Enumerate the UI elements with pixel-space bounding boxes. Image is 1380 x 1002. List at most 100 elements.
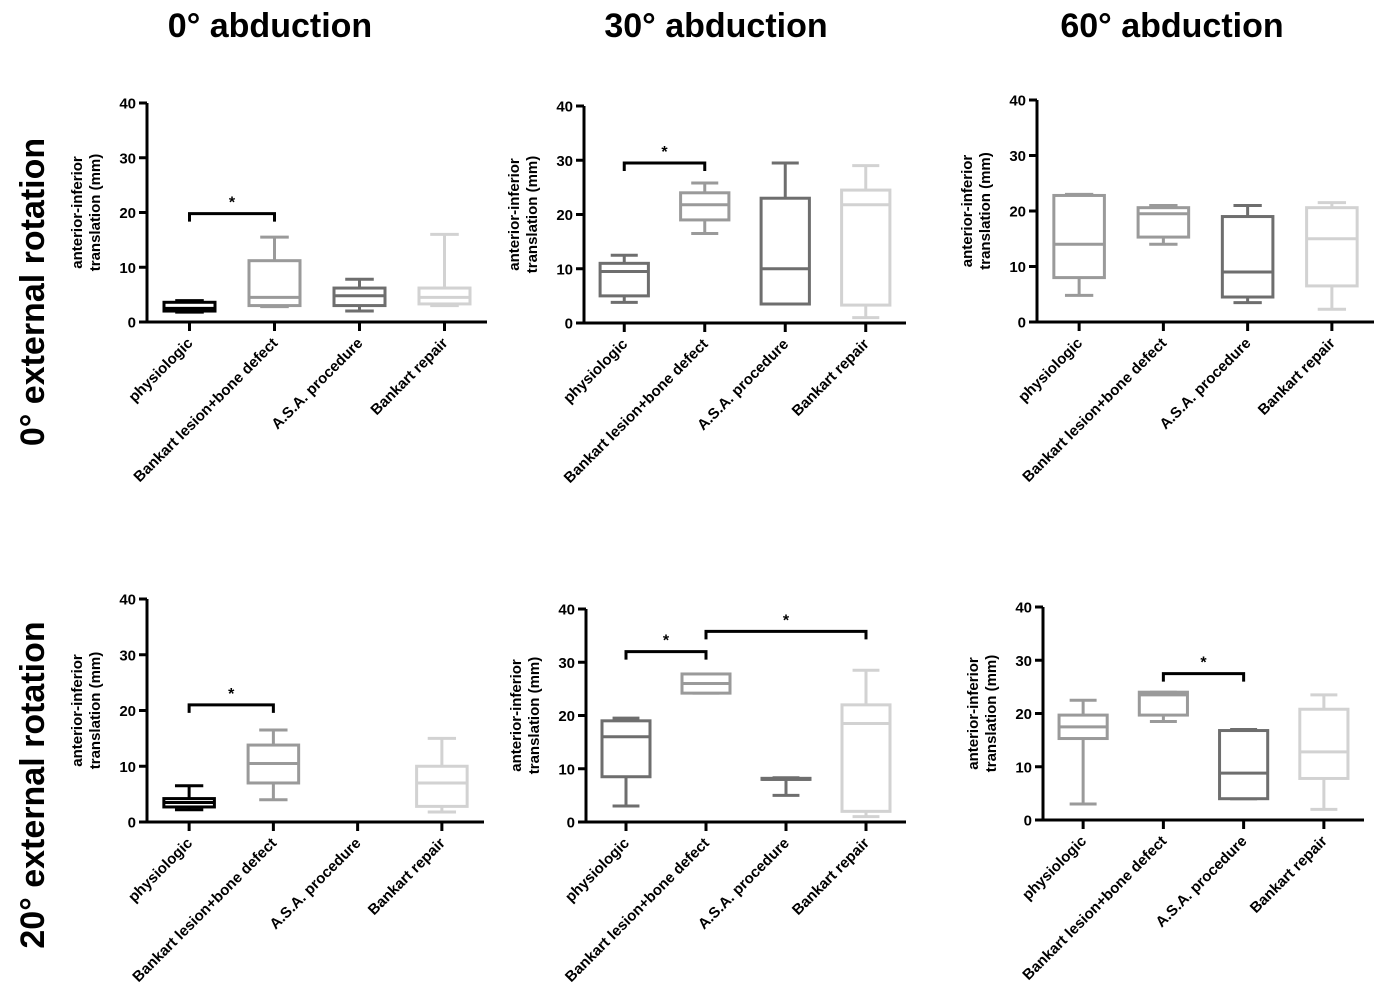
significance-marker: * [783,612,790,629]
significance-marker: * [661,144,668,161]
box-iqr [840,188,892,307]
y-tick-label: 20 [1009,204,1026,221]
row-title-0: 0° external rotation [14,138,52,446]
y-tick-label: 40 [119,592,136,609]
y-axis-label-line: anterior-inferior [959,155,976,268]
y-tick-label: 30 [119,647,136,664]
y-tick-label: 30 [119,150,136,167]
x-tick-label: Bankart lesion+bone defect [130,335,281,486]
box-iqr [679,191,731,222]
box-plot [680,672,732,695]
y-tick-label: 10 [119,260,136,277]
y-axis-label-line: translation (mm) [977,152,994,270]
significance-marker: * [228,686,235,703]
box-plot [417,232,472,308]
box-iqr [1220,215,1275,299]
x-tick-label: Bankart repair [789,336,873,420]
y-tick-label: 40 [1009,93,1026,110]
y-tick-label: 40 [556,99,573,116]
y-tick-label: 30 [1009,148,1026,165]
y-axis-label-line: translation (mm) [983,655,1000,773]
box-plot [840,668,892,819]
x-tick-label: physiologic [562,835,633,906]
box-iqr [600,719,652,779]
box-plot [1137,690,1189,723]
y-tick-label: 20 [558,708,575,725]
y-axis-label-line: translation (mm) [87,154,104,272]
panel-1-0: 0 10 20 30 40 anterior-inferiortranslation (m… [69,592,484,986]
box-plot [246,728,301,802]
y-tick-label: 0 [128,815,136,832]
y-axis-label-line: anterior-inferior [506,158,523,271]
x-tick-label: Bankart lesion+bone defect [562,835,713,986]
x-tick-label: Bankart repair [1247,833,1331,917]
box-iqr [415,764,469,808]
box-plot [1218,727,1270,801]
x-tick-label: Bankart lesion+bone defect [1019,335,1170,486]
y-tick-label: 0 [565,316,573,333]
x-tick-label: A.S.A. procedure [268,335,366,433]
y-tick-label: 10 [1009,259,1026,276]
y-tick-label: 40 [119,96,136,113]
box-plot [162,784,216,812]
box-plot [247,235,302,309]
y-tick-label: 10 [1015,759,1032,776]
y-tick-label: 40 [558,602,575,619]
box-iqr [1137,690,1189,717]
x-tick-label: Bankart repair [367,335,451,419]
box-plot [598,253,650,304]
significance-marker: * [663,633,670,650]
box-plot [1136,203,1191,246]
y-tick-label: 0 [1018,315,1026,332]
box-plot [1305,201,1359,311]
y-tick-label: 20 [119,205,136,222]
box-plot [600,716,652,808]
y-tick-label: 20 [556,207,573,224]
x-tick-label: physiologic [1019,833,1090,904]
x-tick-label: physiologic [125,335,196,406]
column-title-2: 60° abduction [1060,7,1283,45]
significance-bracket: * [622,144,707,171]
box-iqr [1136,206,1191,239]
box-plot [759,161,811,306]
x-tick-label: physiologic [1015,335,1086,406]
y-axis-label: anterior-inferiortranslation (mm) [69,154,104,272]
x-tick-label: physiologic [560,336,631,407]
box-iqr [598,261,650,298]
significance-bracket: * [624,633,708,660]
x-tick-label: Bankart repair [365,835,449,919]
panel-0-0: 0 10 20 30 40 anterior-inferiortranslation (m… [69,96,487,486]
significance-marker: * [229,195,236,212]
bracket-line [622,161,707,171]
panel-0-2: 0 10 20 30 40 anterior-inferiortranslation (m… [959,93,1374,486]
bracket-line [1161,672,1246,682]
y-axis-label-line: anterior-inferior [69,654,86,767]
y-tick-label: 30 [558,655,575,672]
y-axis-label: anterior-inferiortranslation (mm) [508,657,543,775]
x-tick-label: A.S.A. procedure [266,835,364,933]
column-title-0: 0° abduction [168,7,372,45]
y-tick-label: 10 [556,261,573,278]
x-tick-label: Bankart lesion+bone defect [129,835,280,986]
significance-bracket: * [1161,655,1246,682]
bracket-line [624,650,708,660]
significance-bracket: * [188,195,276,222]
y-axis-label-line: translation (mm) [87,652,104,770]
panel-0-1: 0 10 20 30 40 anterior-inferiortranslation (m… [506,99,906,487]
box-plot [1298,693,1350,811]
y-axis-label: anterior-inferiortranslation (mm) [69,652,104,770]
y-tick-label: 10 [558,761,575,778]
bracket-line [187,703,275,713]
box-plot [1057,698,1109,806]
box-plot [332,277,387,313]
x-tick-label: Bankart lesion+bone defect [1019,833,1170,984]
y-tick-label: 0 [128,315,136,332]
panel-1-2: 0 10 20 30 40 anterior-inferiortranslation (m… [965,600,1364,984]
box-iqr [162,300,217,313]
box-iqr [759,196,811,306]
y-axis-label-line: anterior-inferior [965,657,982,770]
bracket-line [704,629,868,640]
box-plot [415,736,469,814]
